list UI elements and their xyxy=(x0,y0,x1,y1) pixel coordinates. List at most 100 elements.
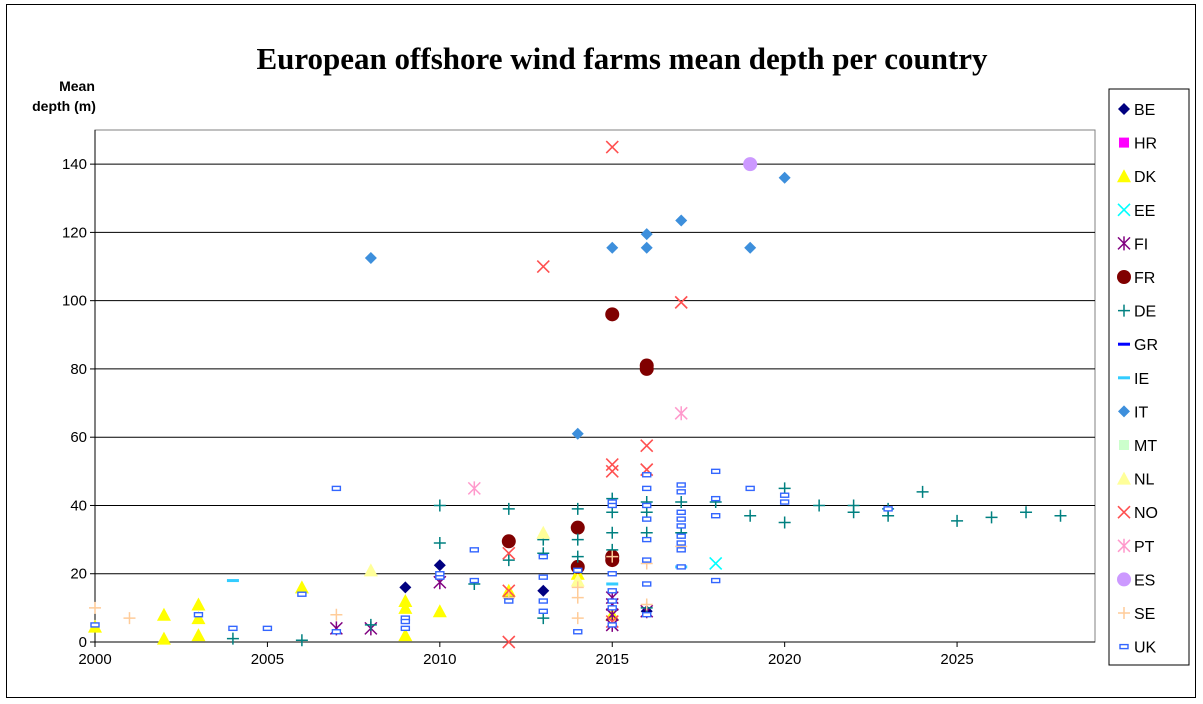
data-point-fr xyxy=(501,534,516,549)
data-point-de xyxy=(537,612,550,625)
data-point-no xyxy=(605,457,619,472)
data-point-it xyxy=(606,241,619,254)
data-point-uk xyxy=(538,608,548,614)
data-point-uk xyxy=(607,588,617,594)
legend-item-nl: NL xyxy=(1117,471,1155,489)
data-point-de xyxy=(1054,509,1067,522)
legend-item-pt: PT xyxy=(1117,539,1155,556)
data-point-ie xyxy=(606,582,619,586)
legend-marker-no xyxy=(1117,505,1131,519)
data-point-uk xyxy=(642,581,652,587)
y-tick-label: 40 xyxy=(70,497,87,514)
data-point-dk xyxy=(294,580,309,594)
data-point-uk xyxy=(504,598,514,604)
data-point-it xyxy=(640,241,653,254)
plot-area xyxy=(94,129,1096,643)
data-point-uk xyxy=(676,540,686,546)
data-point-no xyxy=(605,140,619,154)
legend-marker-fr xyxy=(1117,270,1131,284)
legend-label: ES xyxy=(1134,572,1155,589)
data-point-de xyxy=(778,516,791,529)
data-point-fr xyxy=(639,361,654,376)
data-point-uk xyxy=(676,533,686,539)
data-point-pt xyxy=(467,481,481,496)
data-point-it xyxy=(675,214,688,227)
legend: BE HR DK EE FI FR DE GR IE IT MT NL NO PT ES SE UK xyxy=(1117,102,1158,657)
data-point-dk xyxy=(432,604,447,618)
legend-item-ie: IE xyxy=(1118,371,1149,388)
legend-label: SE xyxy=(1134,606,1155,623)
data-point-de xyxy=(916,485,929,498)
data-point-uk xyxy=(469,577,480,584)
data-point-de xyxy=(882,509,895,522)
data-point-be xyxy=(433,559,446,572)
data-point-dk xyxy=(156,631,171,645)
data-point-pt xyxy=(674,406,688,421)
chart-svg: European offshore wind farms mean depth … xyxy=(32,41,1190,668)
data-point-uk xyxy=(642,502,652,509)
legend-label: IT xyxy=(1134,404,1148,421)
data-point-nl xyxy=(570,573,585,587)
data-point-uk xyxy=(538,553,548,560)
data-point-uk xyxy=(90,622,100,628)
data-point-fr xyxy=(605,307,620,322)
legend-item-se: SE xyxy=(1118,606,1155,623)
data-point-no xyxy=(605,464,619,478)
legend-label: BE xyxy=(1134,102,1155,119)
data-point-de xyxy=(364,618,377,631)
data-point-uk xyxy=(642,472,652,478)
data-point-de xyxy=(985,511,998,524)
y-axis-label-line1: Mean xyxy=(59,78,95,94)
legend-item-gr: GR xyxy=(1118,337,1158,354)
legend-item-be: BE xyxy=(1118,102,1155,119)
data-point-de xyxy=(502,502,515,515)
legend-item-fr: FR xyxy=(1117,270,1155,287)
data-point-de xyxy=(571,502,584,515)
data-point-dk xyxy=(398,628,413,642)
legend-marker-fi xyxy=(1117,236,1131,251)
data-point-uk xyxy=(228,625,238,632)
data-point-se xyxy=(123,612,136,625)
legend-label: IE xyxy=(1134,371,1149,388)
y-tick-label: 120 xyxy=(62,224,87,241)
data-point-de xyxy=(571,533,584,546)
legend-item-mt: MT xyxy=(1119,438,1157,455)
data-point-de xyxy=(640,506,653,519)
data-point-uk xyxy=(607,502,617,509)
data-point-de xyxy=(640,526,653,539)
data-point-de xyxy=(502,554,515,567)
x-tick-label: 2025 xyxy=(940,651,973,668)
data-point-de xyxy=(1020,506,1033,519)
data-point-de xyxy=(226,632,239,645)
legend-label: GR xyxy=(1134,337,1158,354)
legend-item-fi: FI xyxy=(1117,236,1148,253)
legend-label: FI xyxy=(1134,236,1148,253)
x-tick-label: 2005 xyxy=(251,651,284,668)
data-point-uk xyxy=(469,547,480,553)
legend-marker-dk xyxy=(1117,169,1131,183)
legend-marker-hr xyxy=(1119,137,1129,148)
data-point-uk xyxy=(538,598,548,604)
data-point-uk xyxy=(642,611,652,618)
data-point-uk xyxy=(400,618,411,625)
data-point-no xyxy=(502,635,516,649)
data-point-uk xyxy=(779,492,790,498)
data-point-se xyxy=(640,598,653,611)
legend-label: HR xyxy=(1134,136,1157,153)
data-point-de xyxy=(571,550,584,563)
legend-marker-be xyxy=(1118,103,1130,115)
data-point-be xyxy=(399,581,412,594)
data-point-be xyxy=(537,584,550,597)
data-point-fr xyxy=(570,520,585,535)
data-point-ee xyxy=(709,556,723,571)
x-tick-label: 2020 xyxy=(768,651,801,668)
legend-label: NL xyxy=(1134,472,1155,489)
data-point-it xyxy=(571,427,584,440)
data-point-uk xyxy=(573,629,583,635)
data-point-uk xyxy=(607,622,617,628)
legend-label: DK xyxy=(1134,169,1157,186)
data-point-it xyxy=(364,252,377,264)
data-point-se xyxy=(330,608,343,621)
data-point-dk xyxy=(398,600,413,614)
legend-marker-nl xyxy=(1117,471,1131,485)
